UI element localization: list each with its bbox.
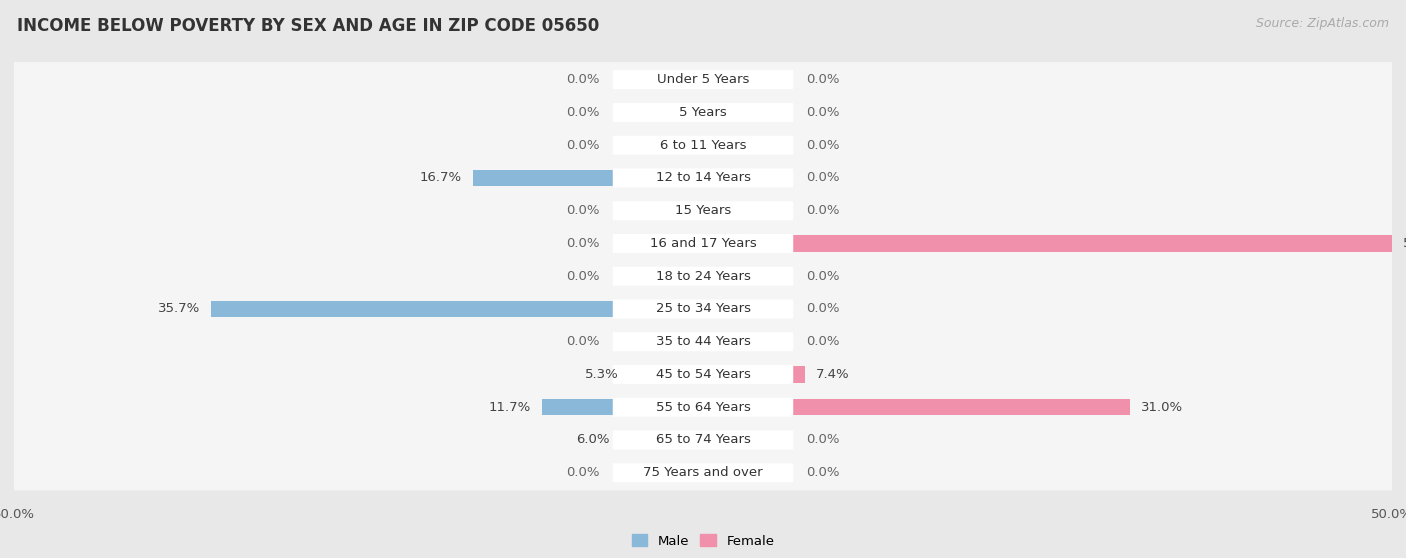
Text: Source: ZipAtlas.com: Source: ZipAtlas.com <box>1256 17 1389 30</box>
FancyBboxPatch shape <box>613 103 793 122</box>
Text: 12 to 14 Years: 12 to 14 Years <box>655 171 751 185</box>
FancyBboxPatch shape <box>6 357 1400 392</box>
Text: 0.0%: 0.0% <box>807 302 839 315</box>
Text: 15 Years: 15 Years <box>675 204 731 217</box>
Bar <box>541 399 703 415</box>
Text: 5 Years: 5 Years <box>679 106 727 119</box>
Text: 31.0%: 31.0% <box>1142 401 1184 413</box>
FancyBboxPatch shape <box>613 234 793 253</box>
Text: 16 and 17 Years: 16 and 17 Years <box>650 237 756 250</box>
FancyBboxPatch shape <box>6 62 1400 98</box>
FancyBboxPatch shape <box>613 398 793 417</box>
FancyBboxPatch shape <box>613 267 793 286</box>
FancyBboxPatch shape <box>6 226 1400 261</box>
Text: 11.7%: 11.7% <box>488 401 531 413</box>
FancyBboxPatch shape <box>6 389 1400 425</box>
FancyBboxPatch shape <box>613 201 793 220</box>
Text: 0.0%: 0.0% <box>567 335 599 348</box>
FancyBboxPatch shape <box>6 193 1400 228</box>
FancyBboxPatch shape <box>6 291 1400 326</box>
Text: 0.0%: 0.0% <box>567 73 599 86</box>
Text: 0.0%: 0.0% <box>807 106 839 119</box>
FancyBboxPatch shape <box>613 169 793 187</box>
Text: 7.4%: 7.4% <box>815 368 849 381</box>
Text: 25 to 34 Years: 25 to 34 Years <box>655 302 751 315</box>
FancyBboxPatch shape <box>613 332 793 351</box>
Text: 0.0%: 0.0% <box>807 434 839 446</box>
Text: 0.0%: 0.0% <box>807 171 839 185</box>
Text: 6.0%: 6.0% <box>576 434 609 446</box>
FancyBboxPatch shape <box>6 128 1400 163</box>
Bar <box>703 235 1392 252</box>
Bar <box>472 170 703 186</box>
Text: 75 Years and over: 75 Years and over <box>643 466 763 479</box>
FancyBboxPatch shape <box>6 95 1400 130</box>
Text: 18 to 24 Years: 18 to 24 Years <box>655 270 751 283</box>
Text: 0.0%: 0.0% <box>807 335 839 348</box>
FancyBboxPatch shape <box>6 160 1400 196</box>
Bar <box>703 399 1130 415</box>
Bar <box>630 366 703 383</box>
Text: 0.0%: 0.0% <box>567 466 599 479</box>
FancyBboxPatch shape <box>613 300 793 319</box>
FancyBboxPatch shape <box>613 70 793 89</box>
Text: 0.0%: 0.0% <box>807 139 839 152</box>
Text: 35 to 44 Years: 35 to 44 Years <box>655 335 751 348</box>
FancyBboxPatch shape <box>613 463 793 482</box>
Text: 0.0%: 0.0% <box>807 204 839 217</box>
Legend: Male, Female: Male, Female <box>631 534 775 547</box>
Text: INCOME BELOW POVERTY BY SEX AND AGE IN ZIP CODE 05650: INCOME BELOW POVERTY BY SEX AND AGE IN Z… <box>17 17 599 35</box>
FancyBboxPatch shape <box>6 324 1400 359</box>
Text: 65 to 74 Years: 65 to 74 Years <box>655 434 751 446</box>
Text: 0.0%: 0.0% <box>567 106 599 119</box>
FancyBboxPatch shape <box>613 430 793 450</box>
Text: 0.0%: 0.0% <box>567 204 599 217</box>
Text: 0.0%: 0.0% <box>807 466 839 479</box>
Bar <box>703 366 806 383</box>
Text: 0.0%: 0.0% <box>807 73 839 86</box>
Text: 16.7%: 16.7% <box>420 171 461 185</box>
FancyBboxPatch shape <box>613 365 793 384</box>
Text: 35.7%: 35.7% <box>157 302 200 315</box>
Text: 50.0%: 50.0% <box>1403 237 1406 250</box>
Text: 0.0%: 0.0% <box>567 237 599 250</box>
FancyBboxPatch shape <box>6 455 1400 490</box>
Text: 6 to 11 Years: 6 to 11 Years <box>659 139 747 152</box>
Text: 55 to 64 Years: 55 to 64 Years <box>655 401 751 413</box>
Bar <box>620 432 703 448</box>
Text: 5.3%: 5.3% <box>585 368 619 381</box>
Text: 0.0%: 0.0% <box>807 270 839 283</box>
Bar <box>211 301 703 317</box>
Text: 0.0%: 0.0% <box>567 270 599 283</box>
Text: 0.0%: 0.0% <box>567 139 599 152</box>
FancyBboxPatch shape <box>6 422 1400 458</box>
FancyBboxPatch shape <box>6 258 1400 294</box>
Text: 45 to 54 Years: 45 to 54 Years <box>655 368 751 381</box>
Text: Under 5 Years: Under 5 Years <box>657 73 749 86</box>
FancyBboxPatch shape <box>613 136 793 155</box>
